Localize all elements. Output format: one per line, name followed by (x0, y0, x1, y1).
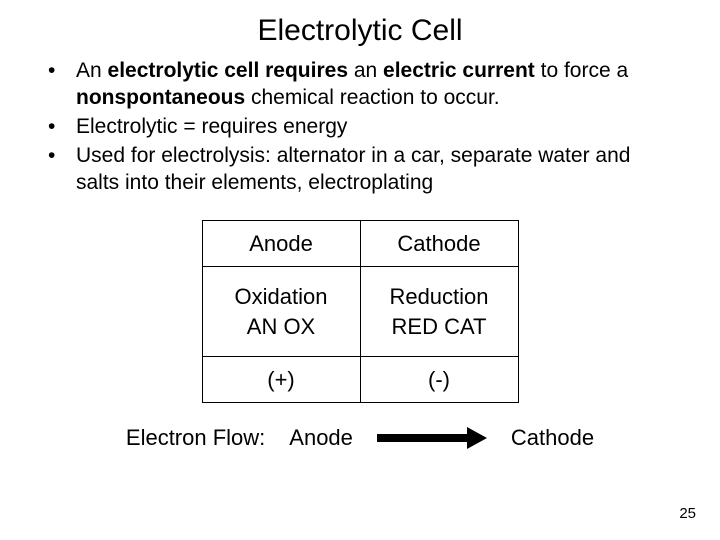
bullet-dot: • (48, 143, 76, 197)
bullet-list: • An electrolytic cell requires an elect… (0, 58, 720, 196)
table-sign-cathode: (-) (360, 357, 518, 403)
flow-label: Electron Flow: (126, 425, 265, 451)
table-mid-anode: OxidationAN OX (202, 267, 360, 357)
table-head-anode: Anode (202, 221, 360, 267)
page-title: Electrolytic Cell (0, 0, 720, 58)
arrow-icon (377, 430, 487, 446)
page-number: 25 (679, 505, 696, 522)
electrode-table-wrap: Anode Cathode OxidationAN OX ReductionRE… (0, 220, 720, 403)
bullet-dot: • (48, 58, 76, 112)
bullet-dot: • (48, 114, 76, 141)
bullet-item: • Electrolytic = requires energy (48, 114, 678, 141)
bullet-text: Used for electrolysis: alternator in a c… (76, 143, 678, 197)
bullet-item: • Used for electrolysis: alternator in a… (48, 143, 678, 197)
bullet-item: • An electrolytic cell requires an elect… (48, 58, 678, 112)
electrode-table: Anode Cathode OxidationAN OX ReductionRE… (202, 220, 519, 403)
table-sign-anode: (+) (202, 357, 360, 403)
bullet-text: Electrolytic = requires energy (76, 114, 678, 141)
table-mid-cathode: ReductionRED CAT (360, 267, 518, 357)
electron-flow-row: Electron Flow: Anode Cathode (0, 425, 720, 451)
flow-from: Anode (289, 425, 353, 451)
flow-to: Cathode (511, 425, 594, 451)
bullet-text: An electrolytic cell requires an electri… (76, 58, 678, 112)
table-head-cathode: Cathode (360, 221, 518, 267)
